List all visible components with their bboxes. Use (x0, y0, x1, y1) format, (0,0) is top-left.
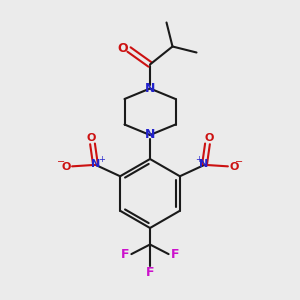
Text: O: O (204, 134, 214, 143)
Text: −: − (235, 157, 243, 167)
Text: F: F (121, 248, 129, 261)
Text: N: N (145, 128, 155, 142)
Text: O: O (229, 162, 239, 172)
Text: F: F (171, 248, 179, 261)
Text: N: N (145, 82, 155, 95)
Text: N: N (92, 159, 101, 169)
Text: +: + (98, 155, 105, 164)
Text: O: O (61, 162, 71, 172)
Text: +: + (195, 155, 202, 164)
Text: F: F (146, 266, 154, 279)
Text: O: O (86, 134, 96, 143)
Text: N: N (199, 159, 208, 169)
Text: −: − (57, 157, 65, 167)
Text: O: O (118, 41, 128, 55)
